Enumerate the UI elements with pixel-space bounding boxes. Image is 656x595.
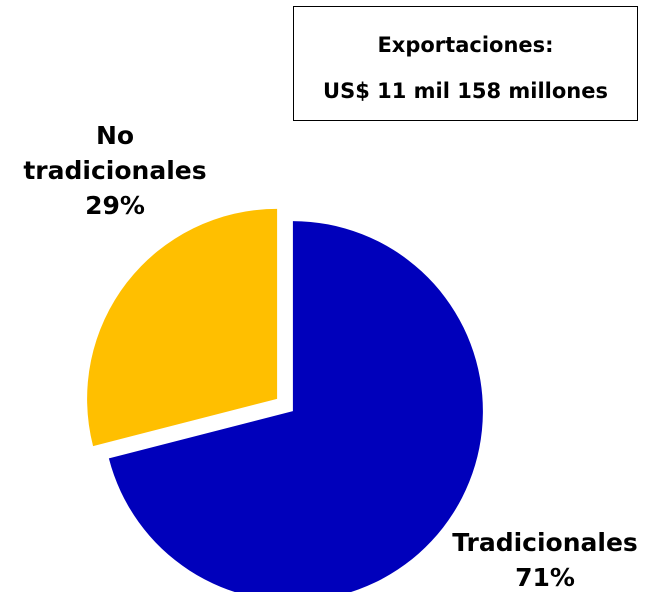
slice-label-no-tradicionales: No tradicionales 29% [10,118,220,223]
slice-label-tradicionales: Tradicionales 71% [445,525,645,595]
slice-label-name-line-1: No [95,121,135,150]
slice-label-percent: 29% [85,191,145,220]
slice-label-name-line-2: tradicionales [23,156,207,185]
pie-slice-no-tradicionales [87,208,278,447]
exports-title: Exportaciones: [377,33,554,57]
exports-info-box: Exportaciones: US$ 11 mil 158 millones [293,6,638,121]
slice-label-name-line-1: Tradicionales [452,528,638,557]
pie-slice-tradicionales [108,221,483,592]
exports-total-value: US$ 11 mil 158 millones [323,79,608,103]
slice-label-percent: 71% [515,563,575,592]
